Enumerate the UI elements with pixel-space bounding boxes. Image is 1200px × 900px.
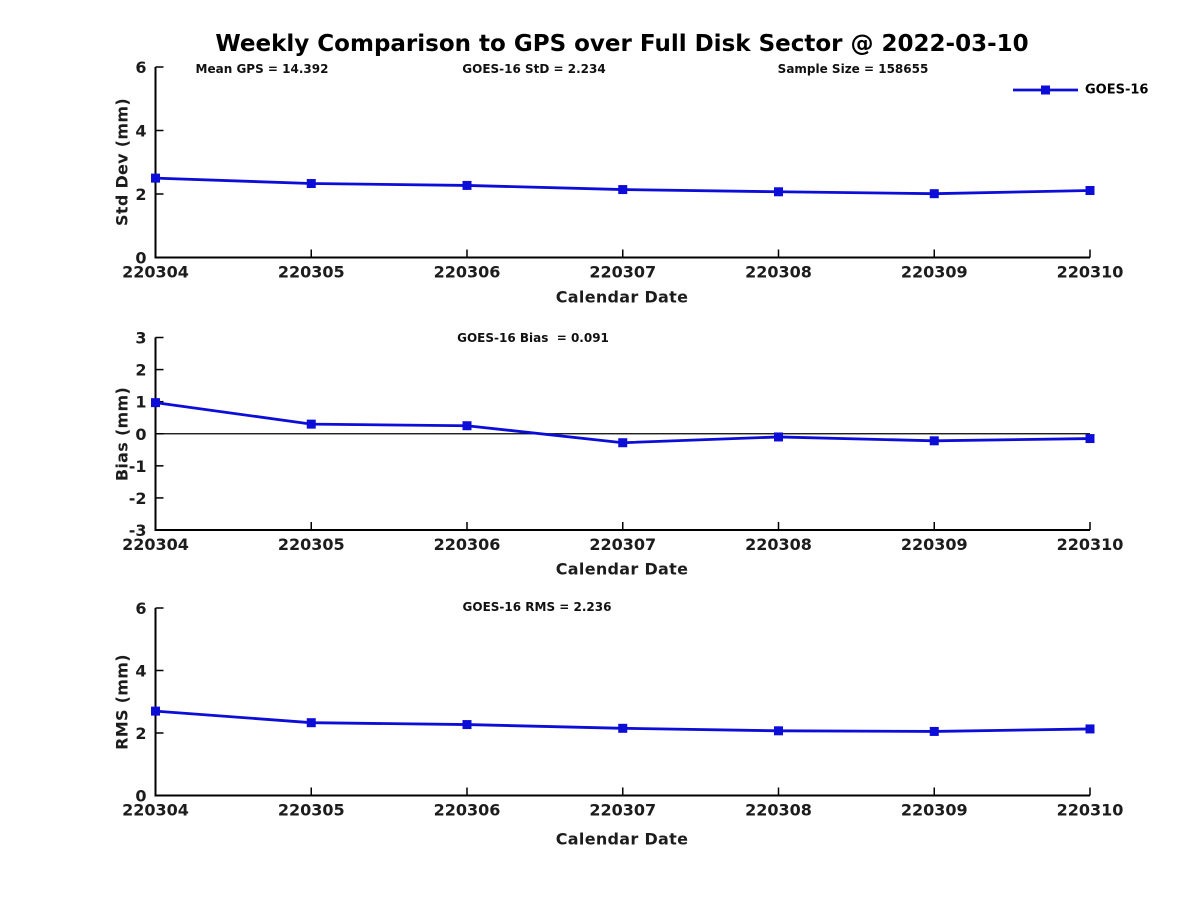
- x-tick-label: 220305: [278, 263, 345, 282]
- x-tick-label: 220310: [1057, 263, 1124, 282]
- data-point-marker: [618, 723, 628, 733]
- legend-label-goes16: GOES-16: [1085, 82, 1149, 98]
- data-point-marker: [929, 189, 939, 199]
- data-point-marker: [1085, 724, 1095, 734]
- x-tick-label: 220308: [745, 263, 812, 282]
- x-tick-label: 220306: [434, 801, 501, 820]
- x-tick-label: 220306: [434, 263, 501, 282]
- x-tick-label: 220305: [278, 801, 345, 820]
- data-point-marker: [306, 419, 316, 429]
- x-tick-label: 220308: [745, 801, 812, 820]
- y-tick-label: -2: [129, 489, 147, 508]
- x-axis-label-calendar-date-3: Calendar Date: [555, 829, 689, 849]
- data-point-marker: [618, 185, 628, 195]
- x-tick-label: 220309: [901, 535, 968, 554]
- y-tick-label: 4: [135, 122, 146, 141]
- x-tick-label: 220304: [122, 535, 189, 554]
- data-point-marker: [774, 432, 783, 442]
- x-tick-label: 220304: [122, 801, 189, 820]
- y-tick-label: 0: [135, 787, 146, 806]
- y-tick-label: 2: [135, 361, 146, 380]
- data-point-marker: [618, 438, 628, 448]
- x-tick-label: 220307: [589, 263, 656, 282]
- data-line: [155, 401, 1091, 445]
- data-point-marker: [774, 726, 783, 736]
- x-tick-label: 220306: [434, 535, 501, 554]
- x-axis-label-calendar-date-1: Calendar Date: [555, 287, 689, 307]
- data-point-marker: [1085, 186, 1095, 196]
- axis-spines: [154, 67, 1090, 259]
- x-tick-label: 220307: [589, 801, 656, 820]
- x-tick-label: 220307: [589, 535, 656, 554]
- data-point-marker: [462, 180, 472, 190]
- data-point-marker: [774, 187, 783, 197]
- annotation-sample-size: Sample Size = 158655: [777, 62, 929, 76]
- data-point-marker: [151, 173, 160, 183]
- annotation-goes16-rms: GOES-16 RMS = 2.236: [462, 600, 612, 614]
- y-tick-label: -1: [129, 457, 147, 476]
- x-axis-label-calendar-date-2: Calendar Date: [555, 559, 689, 579]
- figure-title: Weekly Comparison to GPS over Full Disk …: [215, 31, 1029, 57]
- y-tick-label: 6: [135, 599, 146, 618]
- data-point-marker: [151, 398, 160, 408]
- y-tick-label: 0: [135, 249, 146, 268]
- y-tick-label: 6: [135, 58, 146, 77]
- legend-sample-marker: [1041, 85, 1050, 95]
- annotation-goes16-std: GOES-16 StD = 2.234: [462, 62, 606, 76]
- data-point-marker: [929, 726, 939, 736]
- x-tick-label: 220308: [745, 535, 812, 554]
- x-tick-label: 220304: [122, 263, 189, 282]
- y-tick-label: 2: [135, 724, 146, 743]
- data-point-marker: [306, 179, 316, 189]
- data-point-marker: [306, 718, 316, 728]
- y-tick-label: 2: [135, 185, 146, 204]
- annotation-goes16-bias: GOES-16 Bias = 0.091: [457, 331, 609, 345]
- y-tick-label: 1: [135, 393, 146, 412]
- y-tick-label: 4: [135, 662, 146, 681]
- x-tick-label: 220310: [1057, 535, 1124, 554]
- x-tick-label: 220310: [1057, 801, 1124, 820]
- y-tick-label: -3: [129, 521, 147, 540]
- x-tick-label: 220305: [278, 535, 345, 554]
- data-point-marker: [929, 436, 939, 446]
- y-axis-label-stddev: Std Dev (mm): [112, 98, 132, 226]
- data-point-marker: [462, 421, 472, 431]
- data-point-marker: [462, 720, 472, 730]
- data-point-marker: [1085, 434, 1095, 444]
- data-point-marker: [151, 706, 160, 716]
- y-tick-label: 0: [135, 425, 146, 444]
- y-tick-label: 3: [135, 329, 146, 348]
- y-axis-label-rms: RMS (mm): [112, 654, 132, 750]
- y-axis-label-bias: Bias (mm): [112, 386, 132, 482]
- x-tick-label: 220309: [901, 263, 968, 282]
- annotation-mean-gps: Mean GPS = 14.392: [195, 62, 329, 76]
- x-tick-label: 220309: [901, 801, 968, 820]
- axis-spines: [154, 608, 1090, 797]
